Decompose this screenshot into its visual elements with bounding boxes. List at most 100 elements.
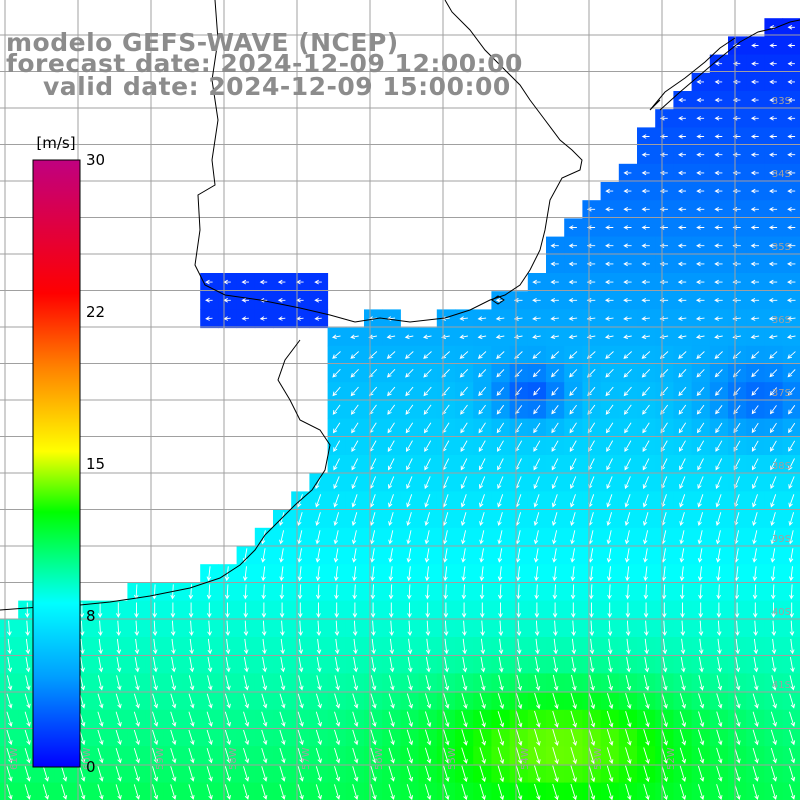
wind-arrow [497, 584, 503, 600]
wind-arrow [678, 170, 686, 176]
longitude-labels: 61W 60W 59W 58W 57W 56W 55W 54W 53W 52W [9, 747, 677, 770]
wind-arrow [697, 729, 705, 746]
wind-arrow [315, 766, 322, 782]
wind-arrow [333, 566, 339, 582]
wind-arrow [643, 548, 648, 563]
wind-arrow [625, 693, 632, 710]
wind-arrow [735, 638, 740, 655]
wind-arrow [370, 784, 377, 800]
wind-arrow [550, 316, 559, 321]
colorbar-tick-label: 0 [86, 758, 96, 776]
wind-arrow [605, 261, 614, 267]
wind-arrow [534, 728, 541, 746]
wind-arrow [442, 548, 448, 563]
wind-arrow [261, 693, 268, 709]
wind-arrow [243, 620, 249, 637]
wind-arrow [444, 656, 449, 673]
wind-arrow [789, 729, 796, 746]
wind-arrow [696, 188, 705, 194]
wind-arrow [80, 657, 85, 673]
wind-arrow [134, 620, 140, 637]
wind-arrow [696, 243, 705, 248]
wind-arrow [788, 476, 795, 490]
wind-arrow [334, 675, 340, 691]
wind-arrow [334, 711, 341, 727]
wind-arrow [679, 693, 686, 709]
wind-arrow [643, 747, 650, 764]
wind-arrow [497, 783, 505, 800]
wind-arrow [771, 657, 777, 673]
wind-arrow [532, 279, 541, 285]
wind-arrow [789, 784, 796, 800]
wind-arrow [623, 316, 632, 321]
wind-arrow [606, 783, 614, 800]
wind-arrow [461, 765, 468, 783]
wind-arrow [388, 584, 394, 600]
wind-arrow [152, 784, 159, 800]
wind-arrow [677, 298, 687, 303]
wind-arrow [498, 638, 504, 655]
wind-arrow [152, 638, 158, 655]
wind-arrow [605, 386, 614, 397]
wind-arrow [279, 747, 286, 764]
wind-arrow [770, 566, 776, 582]
wind-arrow [297, 729, 304, 746]
wind-arrow [787, 61, 795, 66]
wind-arrow [623, 386, 632, 397]
wind-arrow [751, 440, 759, 452]
wind-arrow [750, 243, 759, 248]
wind-arrow [662, 656, 668, 673]
wind-arrow [497, 476, 504, 490]
wind-arrow [188, 693, 195, 709]
longitude-label: 59W [155, 747, 166, 770]
wind-arrow [698, 584, 703, 600]
wind-arrow [332, 368, 341, 378]
wind-arrow [679, 765, 687, 782]
wind-arrow [407, 620, 413, 637]
wind-arrow [280, 657, 286, 673]
wind-arrow [152, 657, 158, 673]
wind-arrow [152, 766, 159, 782]
coastline-argentina [194, 0, 356, 323]
longitude-label: 53W [593, 747, 604, 770]
wind-arrow [698, 620, 704, 637]
wind-arrow [351, 512, 358, 527]
wind-arrow [625, 711, 632, 728]
wind-arrow [715, 422, 723, 434]
wind-arrow [678, 134, 686, 139]
wind-arrow [568, 279, 577, 285]
wind-arrow [643, 584, 649, 600]
latitude-label: 36S [772, 315, 791, 326]
wind-arrow [569, 422, 577, 434]
wind-arrow [423, 368, 432, 378]
longitude-label: 55W [447, 747, 458, 770]
wind-arrow [606, 765, 614, 783]
wind-arrow [714, 79, 723, 85]
wind-arrow [678, 422, 687, 434]
wind-arrow [315, 747, 322, 764]
wind-arrow [479, 584, 485, 600]
wind-arrow [333, 512, 340, 527]
wind-arrow [279, 584, 285, 600]
wind-arrow [698, 638, 704, 655]
wind-arrow [98, 638, 103, 655]
wind-arrow [623, 188, 632, 194]
wind-arrow [424, 566, 430, 582]
wind-arrow [697, 476, 704, 490]
wind-arrow [550, 334, 559, 340]
wind-arrow [462, 620, 467, 637]
wind-arrow [298, 620, 303, 637]
wind-arrow [678, 404, 687, 415]
wind-arrow [297, 548, 302, 563]
wind-arrow [552, 584, 558, 600]
wind-arrow [497, 693, 505, 710]
wind-arrow [787, 225, 796, 230]
coastline-south [0, 339, 331, 611]
wind-arrow [297, 711, 304, 727]
wind-arrow [170, 766, 177, 782]
wind-arrow [568, 243, 577, 248]
wind-arrow [569, 458, 577, 471]
latitude-label: 35S [772, 242, 791, 253]
wind-arrow [461, 530, 467, 545]
wind-arrow [459, 368, 469, 378]
